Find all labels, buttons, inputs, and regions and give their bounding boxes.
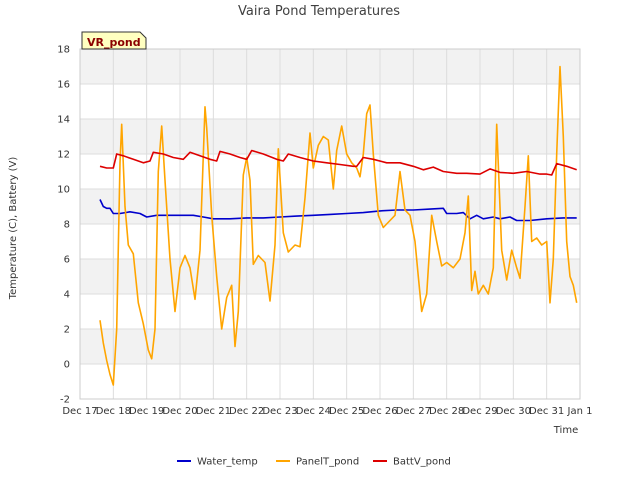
x-tick-label: Dec 26 <box>362 406 397 417</box>
plot-band <box>80 294 580 329</box>
x-tick-label: Dec 20 <box>162 406 197 417</box>
legend-label: BattV_pond <box>393 457 451 468</box>
station-badge: VR_pond <box>81 31 147 50</box>
x-tick-label: Dec 31 <box>529 406 564 417</box>
x-tick-label: Dec 24 <box>296 406 331 417</box>
x-tick-label: Dec 27 <box>396 406 431 417</box>
plot-band <box>80 84 580 119</box>
y-tick-label: 10 <box>57 185 70 196</box>
x-tick-label: Dec 22 <box>229 406 264 417</box>
plot-band <box>80 49 580 84</box>
station-badge-label: VR_pond <box>87 36 141 49</box>
y-axis-ticks: -2 0 2 4 6 8 10 12 14 16 18 <box>57 45 70 406</box>
series-line-panelt-pond <box>99 65 578 386</box>
x-tick-label: Dec 18 <box>96 406 131 417</box>
plot-border <box>79 48 581 400</box>
plot-band <box>80 259 580 294</box>
y-tick-label: 14 <box>57 115 70 126</box>
plot-band <box>80 329 580 364</box>
x-tick-label: Dec 19 <box>129 406 164 417</box>
x-tick-label: Dec 17 <box>62 406 97 417</box>
y-tick-label: 12 <box>57 150 70 161</box>
x-tick-label: Jan 1 <box>567 406 593 417</box>
y-tick-label: 18 <box>57 45 70 56</box>
plot-band <box>80 119 580 154</box>
series-line-battv-pond <box>99 149 577 176</box>
plot-band <box>80 224 580 259</box>
x-tick-label: Dec 30 <box>496 406 531 417</box>
x-axis-label: Time <box>553 425 578 436</box>
plot-band <box>80 364 580 399</box>
y-tick-label: 2 <box>64 325 70 336</box>
series-line-water-temp <box>99 199 577 222</box>
plot-band <box>80 189 580 224</box>
legend-label: Water_temp <box>197 457 258 468</box>
chart-title: Vaira Pond Temperatures <box>238 4 400 19</box>
y-axis-label: Temperature (C), Battery (V) <box>8 157 19 301</box>
y-tick-label: 6 <box>64 255 70 266</box>
x-tick-label: Dec 25 <box>329 406 364 417</box>
y-tick-label: 8 <box>64 220 70 231</box>
y-tick-label: 16 <box>57 80 70 91</box>
legend: Water_temp PanelT_pond BattV_pond <box>177 457 451 468</box>
x-tick-label: Dec 28 <box>429 406 464 417</box>
x-tick-label: Dec 23 <box>262 406 297 417</box>
plot-background <box>80 49 580 399</box>
y-tick-label: -2 <box>60 395 70 406</box>
x-tick-label: Dec 29 <box>462 406 497 417</box>
x-tick-label: Dec 21 <box>196 406 231 417</box>
series-lines <box>99 65 578 386</box>
station-badge-box <box>81 31 147 50</box>
y-tick-label: 0 <box>64 360 70 371</box>
y-tick-label: 4 <box>64 290 70 301</box>
legend-label: PanelT_pond <box>296 457 359 468</box>
